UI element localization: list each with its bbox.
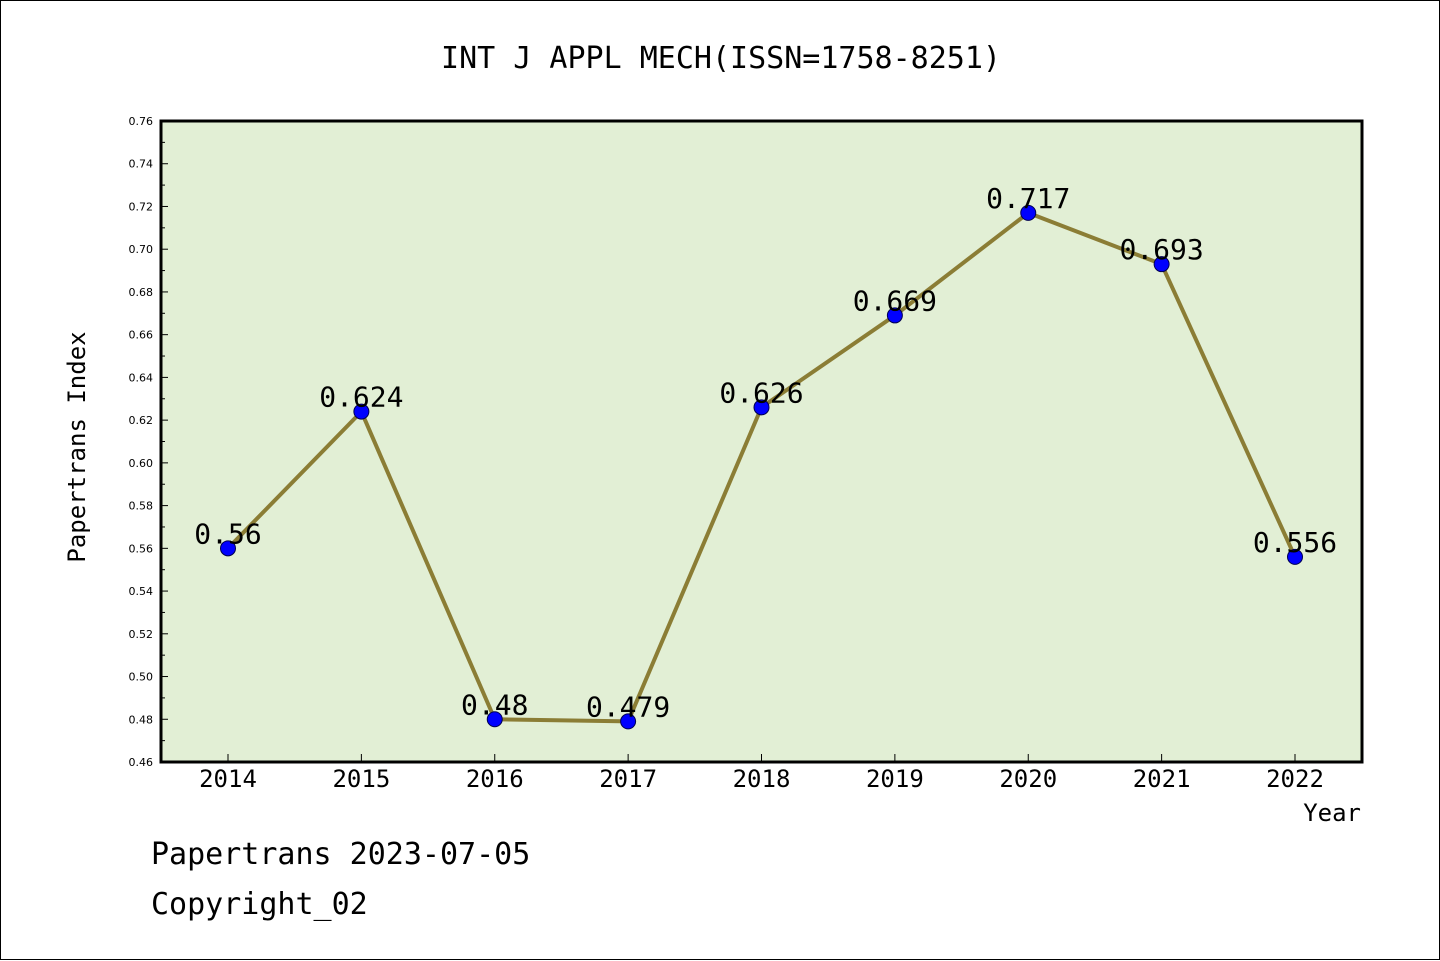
data-label: 0.48 [461, 688, 528, 721]
y-tick-label: 0.66 [129, 329, 154, 342]
data-point-marker [1287, 548, 1303, 565]
x-tick-label: 2015 [332, 765, 390, 793]
y-tick-label: 0.48 [129, 713, 154, 726]
y-axis-label: Papertrans Index [63, 331, 91, 562]
x-tick-label: 2021 [1133, 765, 1191, 793]
x-tick-label: 2016 [466, 765, 524, 793]
y-tick-label: 0.68 [129, 286, 154, 299]
y-tick-label: 0.62 [129, 414, 154, 427]
data-label: 0.56 [194, 517, 261, 550]
data-label: 0.624 [319, 381, 403, 414]
x-tick-label: 2019 [866, 765, 924, 793]
data-label-group: 0.56 0.624 0.48 0.479 0.626 0.669 0.717 0.693 0.… [194, 182, 1337, 724]
y-tick-label: 0.46 [129, 756, 154, 769]
data-point-marker [620, 713, 637, 730]
y-tick-label: 0.72 [129, 200, 154, 213]
y-tick-label: 0.52 [129, 628, 154, 641]
x-tick-label: 2014 [199, 765, 257, 793]
data-label: 0.669 [853, 284, 937, 317]
x-tick-label: 2020 [999, 765, 1057, 793]
y-axis: 0.46 0.48 0.50 0.52 0.54 0.56 0.58 0.60 0.62 0.64… [129, 115, 168, 769]
data-point-marker [886, 307, 903, 324]
x-axis-label: Year [1303, 799, 1361, 827]
data-label: 0.717 [986, 182, 1070, 215]
x-tick-label: 2018 [733, 765, 791, 793]
y-tick-label: 0.56 [129, 542, 154, 555]
data-label: 0.556 [1253, 526, 1337, 559]
data-label: 0.479 [586, 690, 670, 723]
chart-title: INT J APPL MECH(ISSN=1758-8251) [441, 41, 1001, 76]
x-axis: 2014 2015 2016 2017 2018 2019 2020 2021 2022 [199, 754, 1324, 793]
data-point-marker [1153, 256, 1170, 273]
y-tick-label: 0.64 [129, 371, 154, 384]
y-tick-label: 0.50 [129, 671, 154, 684]
x-tick-label: 2017 [599, 765, 657, 793]
data-point-marker [486, 711, 503, 728]
data-point-marker [1020, 204, 1037, 221]
data-label: 0.626 [719, 376, 803, 409]
y-tick-label: 0.74 [129, 158, 154, 171]
plot-area [159, 119, 1364, 764]
data-point-marker [753, 399, 770, 416]
y-tick-label: 0.54 [129, 585, 154, 598]
y-tick-label: 0.76 [129, 115, 154, 128]
footer-date: Papertrans 2023-07-05 [151, 837, 531, 872]
footer-copyright: Copyright_02 [151, 887, 368, 922]
x-tick-label: 2022 [1266, 765, 1324, 793]
y-tick-label: 0.60 [129, 457, 154, 470]
y-tick-label: 0.58 [129, 500, 154, 513]
marker-group [220, 204, 1303, 730]
y-tick-label: 0.70 [129, 243, 154, 256]
data-label: 0.693 [1119, 233, 1203, 266]
data-point-marker [220, 540, 236, 557]
data-point-marker [353, 403, 370, 420]
